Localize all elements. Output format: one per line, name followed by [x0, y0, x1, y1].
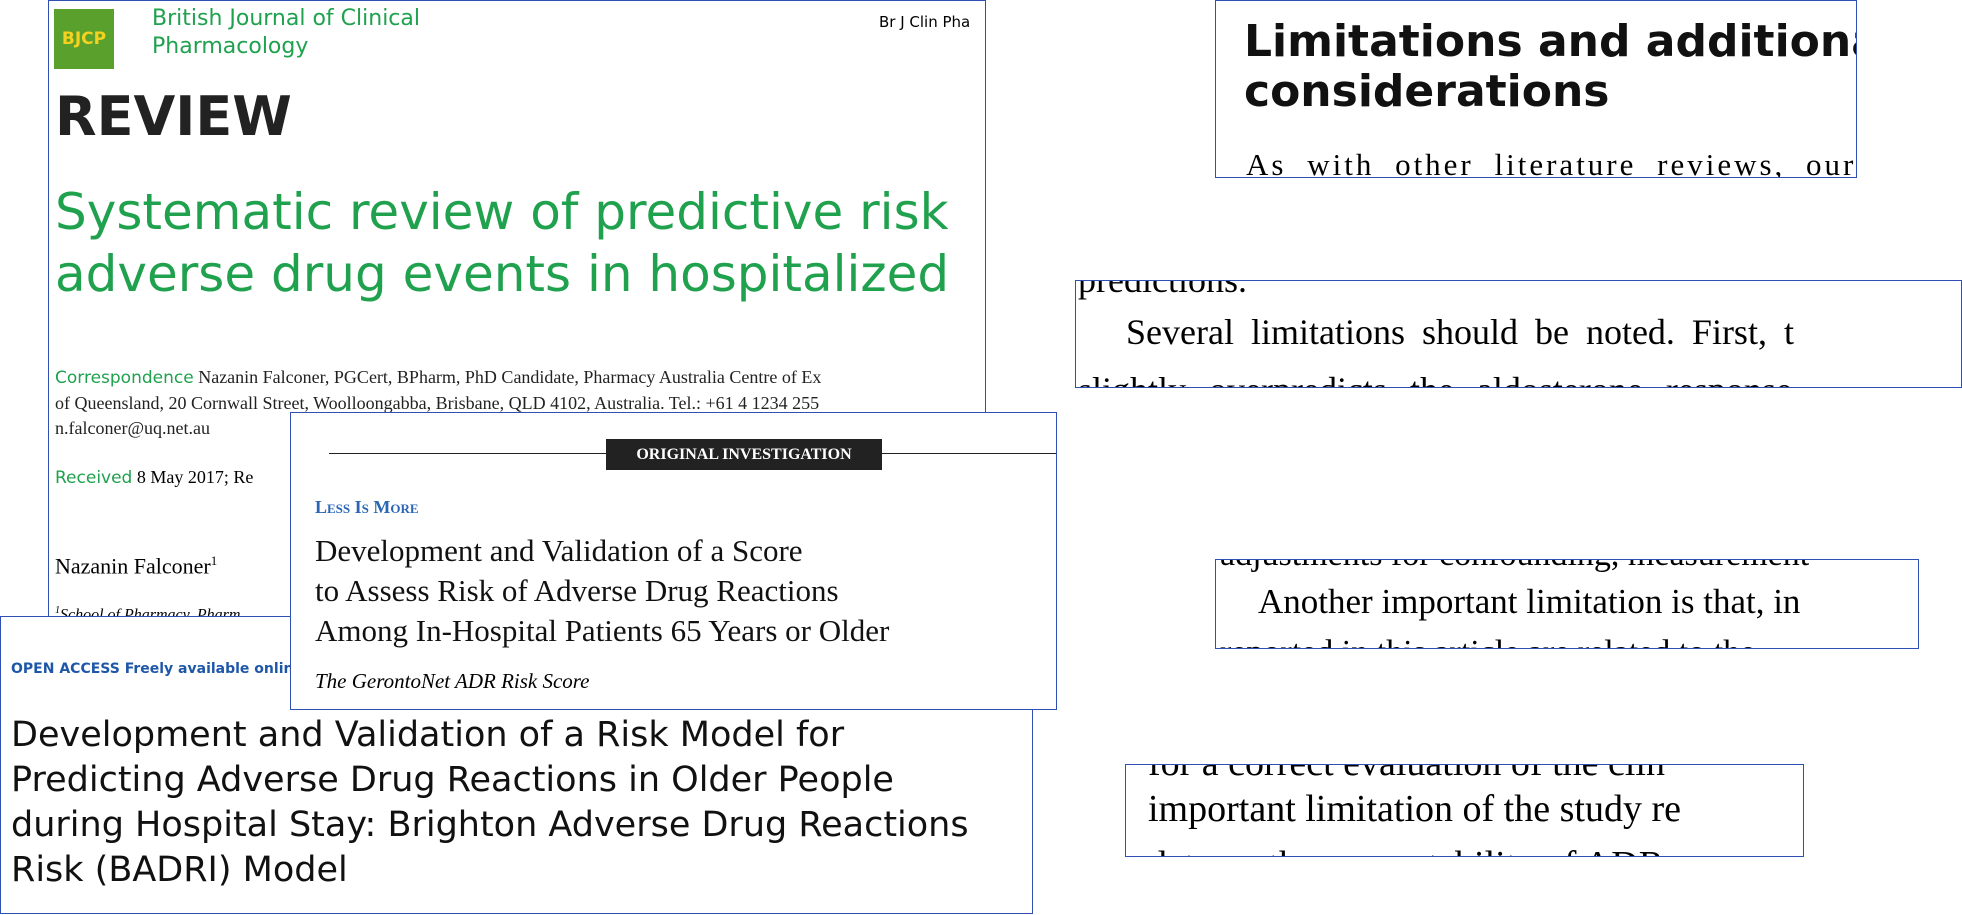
snippet-line: Several limitations should be noted. Fir… — [1126, 312, 1794, 352]
title-line: Risk (BADRI) Model — [11, 850, 348, 890]
heading-line: Limitations and additional — [1244, 16, 1857, 67]
title-line: Development and Validation of a Score — [315, 533, 803, 568]
oa-freely: Freely available online — [124, 661, 303, 677]
kicker: Less Is More — [315, 497, 419, 517]
snippet-line: reported in this article are related to … — [1220, 634, 1755, 648]
title-line: during Hospital Stay: Brighton Adverse D… — [11, 805, 969, 845]
snippet-line: important limitation of the study re — [1148, 788, 1681, 830]
oa-access: ACCESS — [59, 661, 120, 677]
gerontonet-title: Development and Validation of a Score to… — [315, 531, 889, 651]
snippet-line: adjustments for confounding, measurement — [1220, 560, 1809, 574]
title-line: Predicting Adverse Drug Reactions in Old… — [11, 760, 894, 800]
title-line: adverse drug events in hospitalized — [55, 245, 950, 303]
gerontonet-panel: ORIGINAL INVESTIGATION Less Is More Deve… — [290, 412, 1057, 710]
open-access: OPEN ACCESS Freely available online — [11, 661, 303, 677]
citation: Br J Clin Pha — [879, 13, 971, 31]
title-line: to Assess Risk of Adverse Drug Reactions — [315, 573, 839, 608]
received-text: 8 May 2017; Re — [136, 467, 254, 487]
received-label: Received — [55, 468, 133, 488]
section-label: REVIEW — [55, 85, 292, 148]
snippet-line: for a correct evaluation of the clin — [1148, 765, 1665, 785]
oa-open: OPEN — [11, 661, 55, 677]
journal-logo: BJCP — [54, 9, 114, 69]
title-line: Among In-Hospital Patients 65 Years or O… — [315, 613, 890, 648]
title-line: Systematic review of predictive risk — [55, 183, 949, 241]
snippet-panel: for a correct evaluation of the clin imp… — [1125, 764, 1804, 857]
heading: Limitations and additional consideration… — [1244, 16, 1857, 117]
snippet-line: data on the preventability of ADR — [1148, 843, 1664, 856]
banner: ORIGINAL INVESTIGATION — [606, 439, 882, 470]
correspondence-line: of Queensland, 20 Cornwall Street, Wooll… — [55, 393, 820, 413]
author: Nazanin Falconer1 — [55, 553, 217, 579]
badri-title: Development and Validation of a Risk Mod… — [11, 713, 969, 893]
author-name: Nazanin Falconer — [55, 553, 211, 579]
author-sup: 1 — [210, 553, 218, 568]
snippet-line: predictions. — [1078, 280, 1247, 300]
correspondence: Correspondence Nazanin Falconer, PGCert,… — [55, 365, 821, 441]
correspondence-line: Nazanin Falconer, PGCert, BPharm, PhD Ca… — [198, 367, 822, 387]
journal-name: British Journal of Clinical Pharmacology — [152, 6, 420, 59]
limitations-heading-panel: Limitations and additional consideration… — [1215, 0, 1857, 178]
body-text: As with other literature reviews, our — [1246, 147, 1857, 178]
correspondence-label: Correspondence — [55, 368, 194, 388]
correspondence-line: n.falconer@uq.net.au — [55, 418, 211, 438]
snippet-panel: adjustments for confounding, measurement… — [1215, 559, 1919, 649]
snippet-line: Another important limitation is that, in — [1258, 582, 1801, 621]
snippet-line: slightly overpredicts the aldosterone re… — [1078, 369, 1792, 387]
title-line: Development and Validation of a Risk Mod… — [11, 715, 845, 755]
affiliation-sup: 1 — [55, 605, 60, 616]
snippet-panel: predictions. Several limitations should … — [1075, 280, 1962, 388]
subtitle: The GerontoNet ADR Risk Score — [315, 669, 590, 693]
review-title: Systematic review of predictive risk adv… — [55, 181, 949, 305]
heading-line: considerations — [1244, 66, 1610, 117]
received: Received 8 May 2017; Re — [55, 467, 253, 488]
